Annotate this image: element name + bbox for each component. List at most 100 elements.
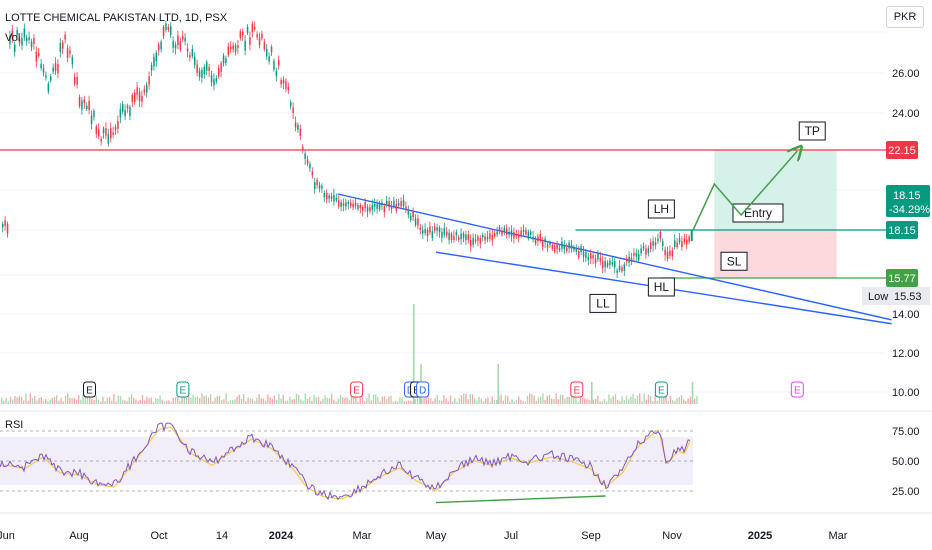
volume-bar — [181, 396, 183, 404]
volume-bar — [73, 397, 75, 404]
annotation-box — [798, 121, 826, 141]
candle-body — [302, 146, 304, 150]
event-marker[interactable]: E — [350, 381, 364, 398]
annotation-box — [647, 199, 675, 219]
volume-bar — [95, 395, 97, 404]
projection-arrow[interactable] — [692, 151, 797, 231]
candle-body — [45, 75, 47, 78]
candle-body — [534, 239, 537, 244]
candle-body — [78, 96, 81, 106]
volume-bar — [194, 397, 196, 404]
rsi-tick-label: 50.00 — [892, 456, 920, 468]
volume-bar — [636, 395, 639, 404]
volume-bar — [144, 400, 146, 404]
rsi-label: RSI — [5, 419, 23, 431]
currency-selector[interactable]: PKR — [886, 6, 924, 28]
candle-body — [414, 218, 417, 226]
time-tick-label: Jul — [504, 530, 518, 542]
volume-bar — [570, 394, 573, 404]
volume-bar — [458, 398, 460, 404]
volume-bar — [581, 397, 584, 404]
candle-body — [455, 232, 458, 236]
candle-body — [412, 210, 414, 218]
candle-body — [210, 75, 213, 83]
volume-bar — [122, 399, 124, 404]
volume-bar — [430, 397, 432, 404]
volume-bar — [344, 397, 346, 404]
volume-bar — [18, 395, 20, 404]
volume-bar — [421, 398, 423, 404]
event-marker[interactable]: E — [570, 381, 584, 398]
candle-body — [239, 31, 242, 38]
volume-bar — [652, 401, 654, 404]
annotation-lh[interactable]: LH — [647, 199, 675, 219]
candle-body — [285, 81, 287, 89]
volume-bar — [485, 398, 487, 404]
candle-body — [112, 132, 114, 135]
volume-bar — [333, 399, 335, 404]
event-marker[interactable]: E — [654, 381, 668, 398]
candle-body — [275, 71, 278, 76]
candle-body — [376, 204, 378, 209]
volume-bar — [370, 400, 372, 404]
volume-bar — [89, 397, 91, 404]
volume-bar — [271, 398, 273, 404]
candle-body — [585, 252, 587, 259]
candle-body — [143, 89, 146, 93]
volume-bar — [467, 399, 469, 404]
horizontal-levels[interactable]: 22.15 18.15 15.77 — [0, 141, 918, 287]
volume-bar — [478, 396, 480, 404]
volume-bar — [256, 397, 258, 404]
candle-body — [218, 67, 220, 77]
annotations[interactable]: LH HL LL Entry TP SL — [589, 121, 826, 313]
volume-bar — [214, 397, 216, 404]
annotation-entry[interactable]: Entry — [732, 203, 784, 223]
candle-body — [659, 231, 662, 239]
volume-bar — [53, 396, 56, 404]
volume-bar — [667, 400, 669, 404]
annotation-tp[interactable]: TP — [798, 121, 826, 141]
candle-body — [431, 231, 434, 238]
volume-bar — [595, 398, 597, 404]
volume-bar — [12, 399, 14, 404]
candle-body — [189, 55, 191, 58]
volume-bar — [612, 396, 614, 404]
candle-body — [686, 239, 688, 245]
event-marker[interactable]: E — [82, 381, 96, 398]
volume-bar — [438, 400, 441, 404]
volume-bar — [146, 396, 148, 404]
candle-body — [242, 31, 244, 36]
volume-bar — [454, 398, 456, 404]
candle-body — [491, 234, 494, 241]
volume-bar — [680, 395, 683, 404]
candle-body — [501, 231, 503, 235]
candle-body — [688, 236, 690, 242]
candle-body — [671, 250, 674, 257]
annotation-sl[interactable]: SL — [720, 251, 748, 271]
volume-bar — [694, 398, 696, 404]
candle-body — [294, 122, 297, 128]
volume-bar — [287, 400, 289, 404]
candle-body — [208, 67, 210, 71]
event-marker[interactable]: E — [176, 381, 190, 398]
last-price-change: -34.29% — [889, 204, 930, 216]
volume-bar — [625, 395, 628, 404]
candle-body — [297, 124, 299, 130]
event-markers[interactable]: EEEDEDEEE — [82, 381, 804, 398]
candle-body — [206, 62, 208, 71]
candle-body — [16, 30, 18, 35]
volume-bar — [350, 396, 353, 404]
volume-bar — [381, 396, 383, 404]
candle-body — [98, 129, 100, 137]
candle-body — [434, 226, 436, 231]
volume-bar — [346, 397, 348, 404]
volume-spike — [691, 382, 694, 404]
event-marker[interactable]: E — [790, 381, 804, 398]
candle-body — [618, 265, 621, 271]
annotation-hl[interactable]: HL — [647, 277, 675, 297]
volume-bar — [520, 399, 522, 404]
annotation-ll[interactable]: LL — [589, 293, 617, 313]
volume-bar — [161, 399, 163, 404]
event-marker[interactable]: D — [416, 381, 430, 398]
